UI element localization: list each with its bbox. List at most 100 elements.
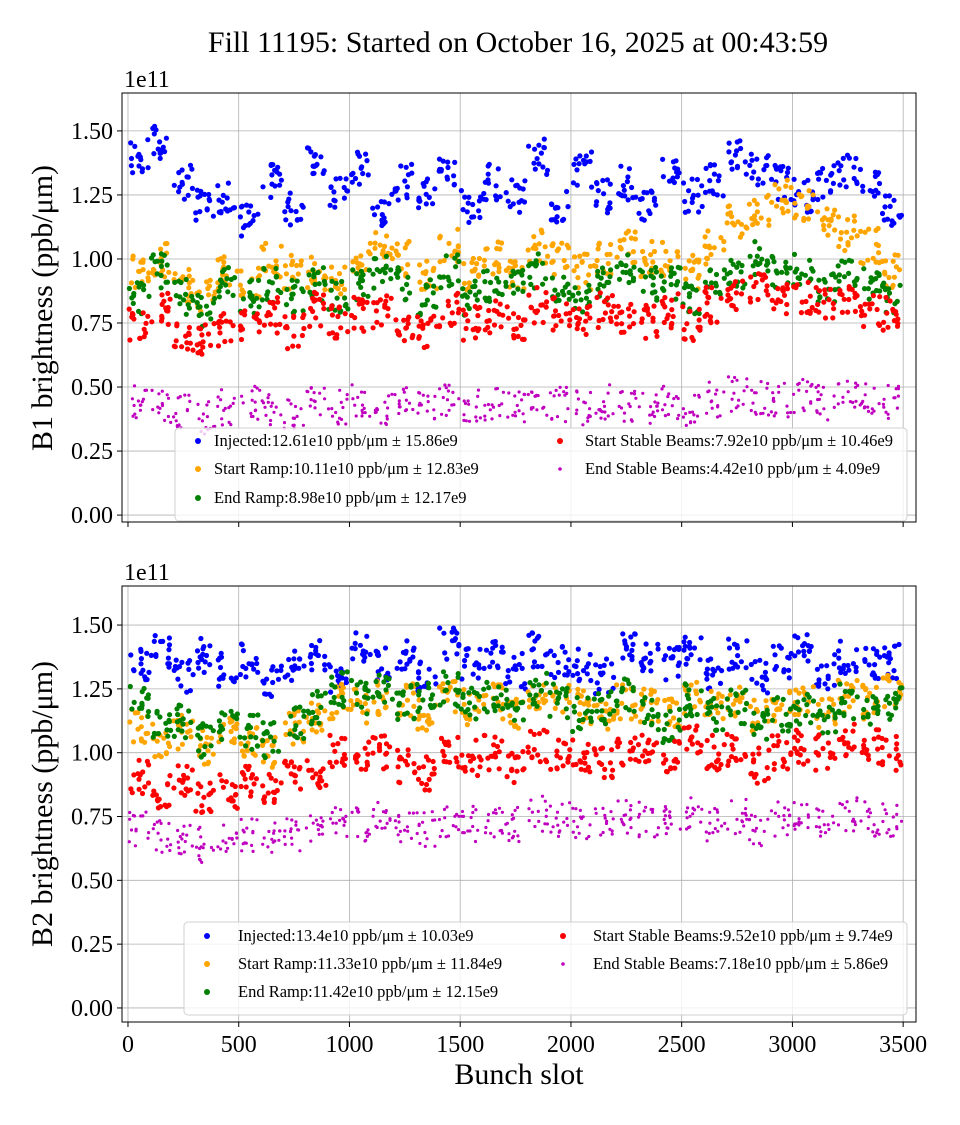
data-point xyxy=(826,297,831,302)
data-point xyxy=(216,684,221,689)
data-point xyxy=(473,304,478,309)
data-point xyxy=(131,415,134,418)
data-point xyxy=(683,681,688,686)
data-point xyxy=(535,156,540,161)
data-point xyxy=(335,296,340,301)
data-point xyxy=(487,403,490,406)
data-point xyxy=(589,149,594,154)
data-point xyxy=(382,700,387,705)
data-point xyxy=(316,653,321,658)
data-point xyxy=(446,398,449,401)
data-point xyxy=(445,175,450,180)
data-point xyxy=(313,406,316,409)
data-point xyxy=(388,276,393,281)
data-point xyxy=(846,297,851,302)
data-point xyxy=(538,303,543,308)
offset-text: 1e11 xyxy=(124,67,170,93)
data-point xyxy=(175,712,180,717)
data-point xyxy=(476,208,481,213)
data-point xyxy=(309,667,314,672)
data-point xyxy=(400,287,405,292)
data-point xyxy=(492,322,497,327)
data-point xyxy=(245,748,250,753)
data-point xyxy=(837,168,842,173)
data-point xyxy=(602,767,607,772)
data-point xyxy=(845,310,850,315)
data-point xyxy=(641,687,646,692)
data-point xyxy=(844,829,847,832)
data-point xyxy=(575,671,580,676)
data-point xyxy=(360,171,365,176)
data-point xyxy=(764,163,769,168)
data-point xyxy=(520,666,525,671)
data-point xyxy=(711,191,716,196)
data-point xyxy=(321,820,324,823)
data-point xyxy=(805,658,810,663)
data-point xyxy=(426,395,429,398)
data-point xyxy=(645,740,650,745)
data-point xyxy=(370,695,375,700)
data-point xyxy=(292,764,297,769)
data-point xyxy=(511,655,516,660)
data-point xyxy=(873,387,876,390)
data-point xyxy=(216,845,219,848)
data-point xyxy=(279,413,282,416)
data-point xyxy=(649,190,654,195)
legend-marker xyxy=(195,466,201,472)
data-point xyxy=(386,822,389,825)
data-point xyxy=(429,720,434,725)
data-point xyxy=(174,706,179,711)
data-point xyxy=(490,640,495,645)
data-point xyxy=(776,186,781,191)
data-point xyxy=(184,786,189,791)
data-point xyxy=(462,702,467,707)
data-point xyxy=(499,324,504,329)
data-point xyxy=(566,824,569,827)
data-point xyxy=(561,803,564,806)
data-point xyxy=(562,390,565,393)
data-point xyxy=(345,669,350,674)
data-point xyxy=(883,697,888,702)
data-point xyxy=(611,833,614,836)
data-point xyxy=(477,215,482,220)
data-point xyxy=(238,283,243,288)
data-point xyxy=(521,717,526,722)
data-point xyxy=(501,811,504,814)
data-point xyxy=(255,212,260,217)
data-point xyxy=(727,645,732,650)
data-point xyxy=(520,398,523,401)
data-point xyxy=(390,393,393,396)
data-point xyxy=(705,256,710,261)
data-point xyxy=(861,743,866,748)
data-point xyxy=(464,326,469,331)
data-point xyxy=(526,750,531,755)
data-point xyxy=(640,733,645,738)
data-point xyxy=(145,714,150,719)
data-point xyxy=(732,392,735,395)
data-point xyxy=(575,322,580,327)
data-point xyxy=(828,287,833,292)
data-point xyxy=(836,709,841,714)
data-point xyxy=(565,715,570,720)
data-point xyxy=(277,172,282,177)
data-point xyxy=(634,397,637,400)
data-point xyxy=(750,409,753,412)
data-point xyxy=(550,418,553,421)
data-point xyxy=(564,189,569,194)
data-point xyxy=(398,402,401,405)
data-point xyxy=(431,304,436,309)
data-point xyxy=(722,276,727,281)
data-point xyxy=(166,741,171,746)
data-point xyxy=(898,762,903,767)
data-point xyxy=(595,274,600,279)
data-point xyxy=(255,744,260,749)
data-point xyxy=(363,152,368,157)
data-point xyxy=(759,257,764,262)
data-point xyxy=(836,263,841,268)
data-point xyxy=(188,787,193,792)
data-point xyxy=(714,393,717,396)
data-point xyxy=(725,298,730,303)
data-point xyxy=(424,201,429,206)
data-point xyxy=(228,338,233,343)
data-point xyxy=(302,424,305,427)
